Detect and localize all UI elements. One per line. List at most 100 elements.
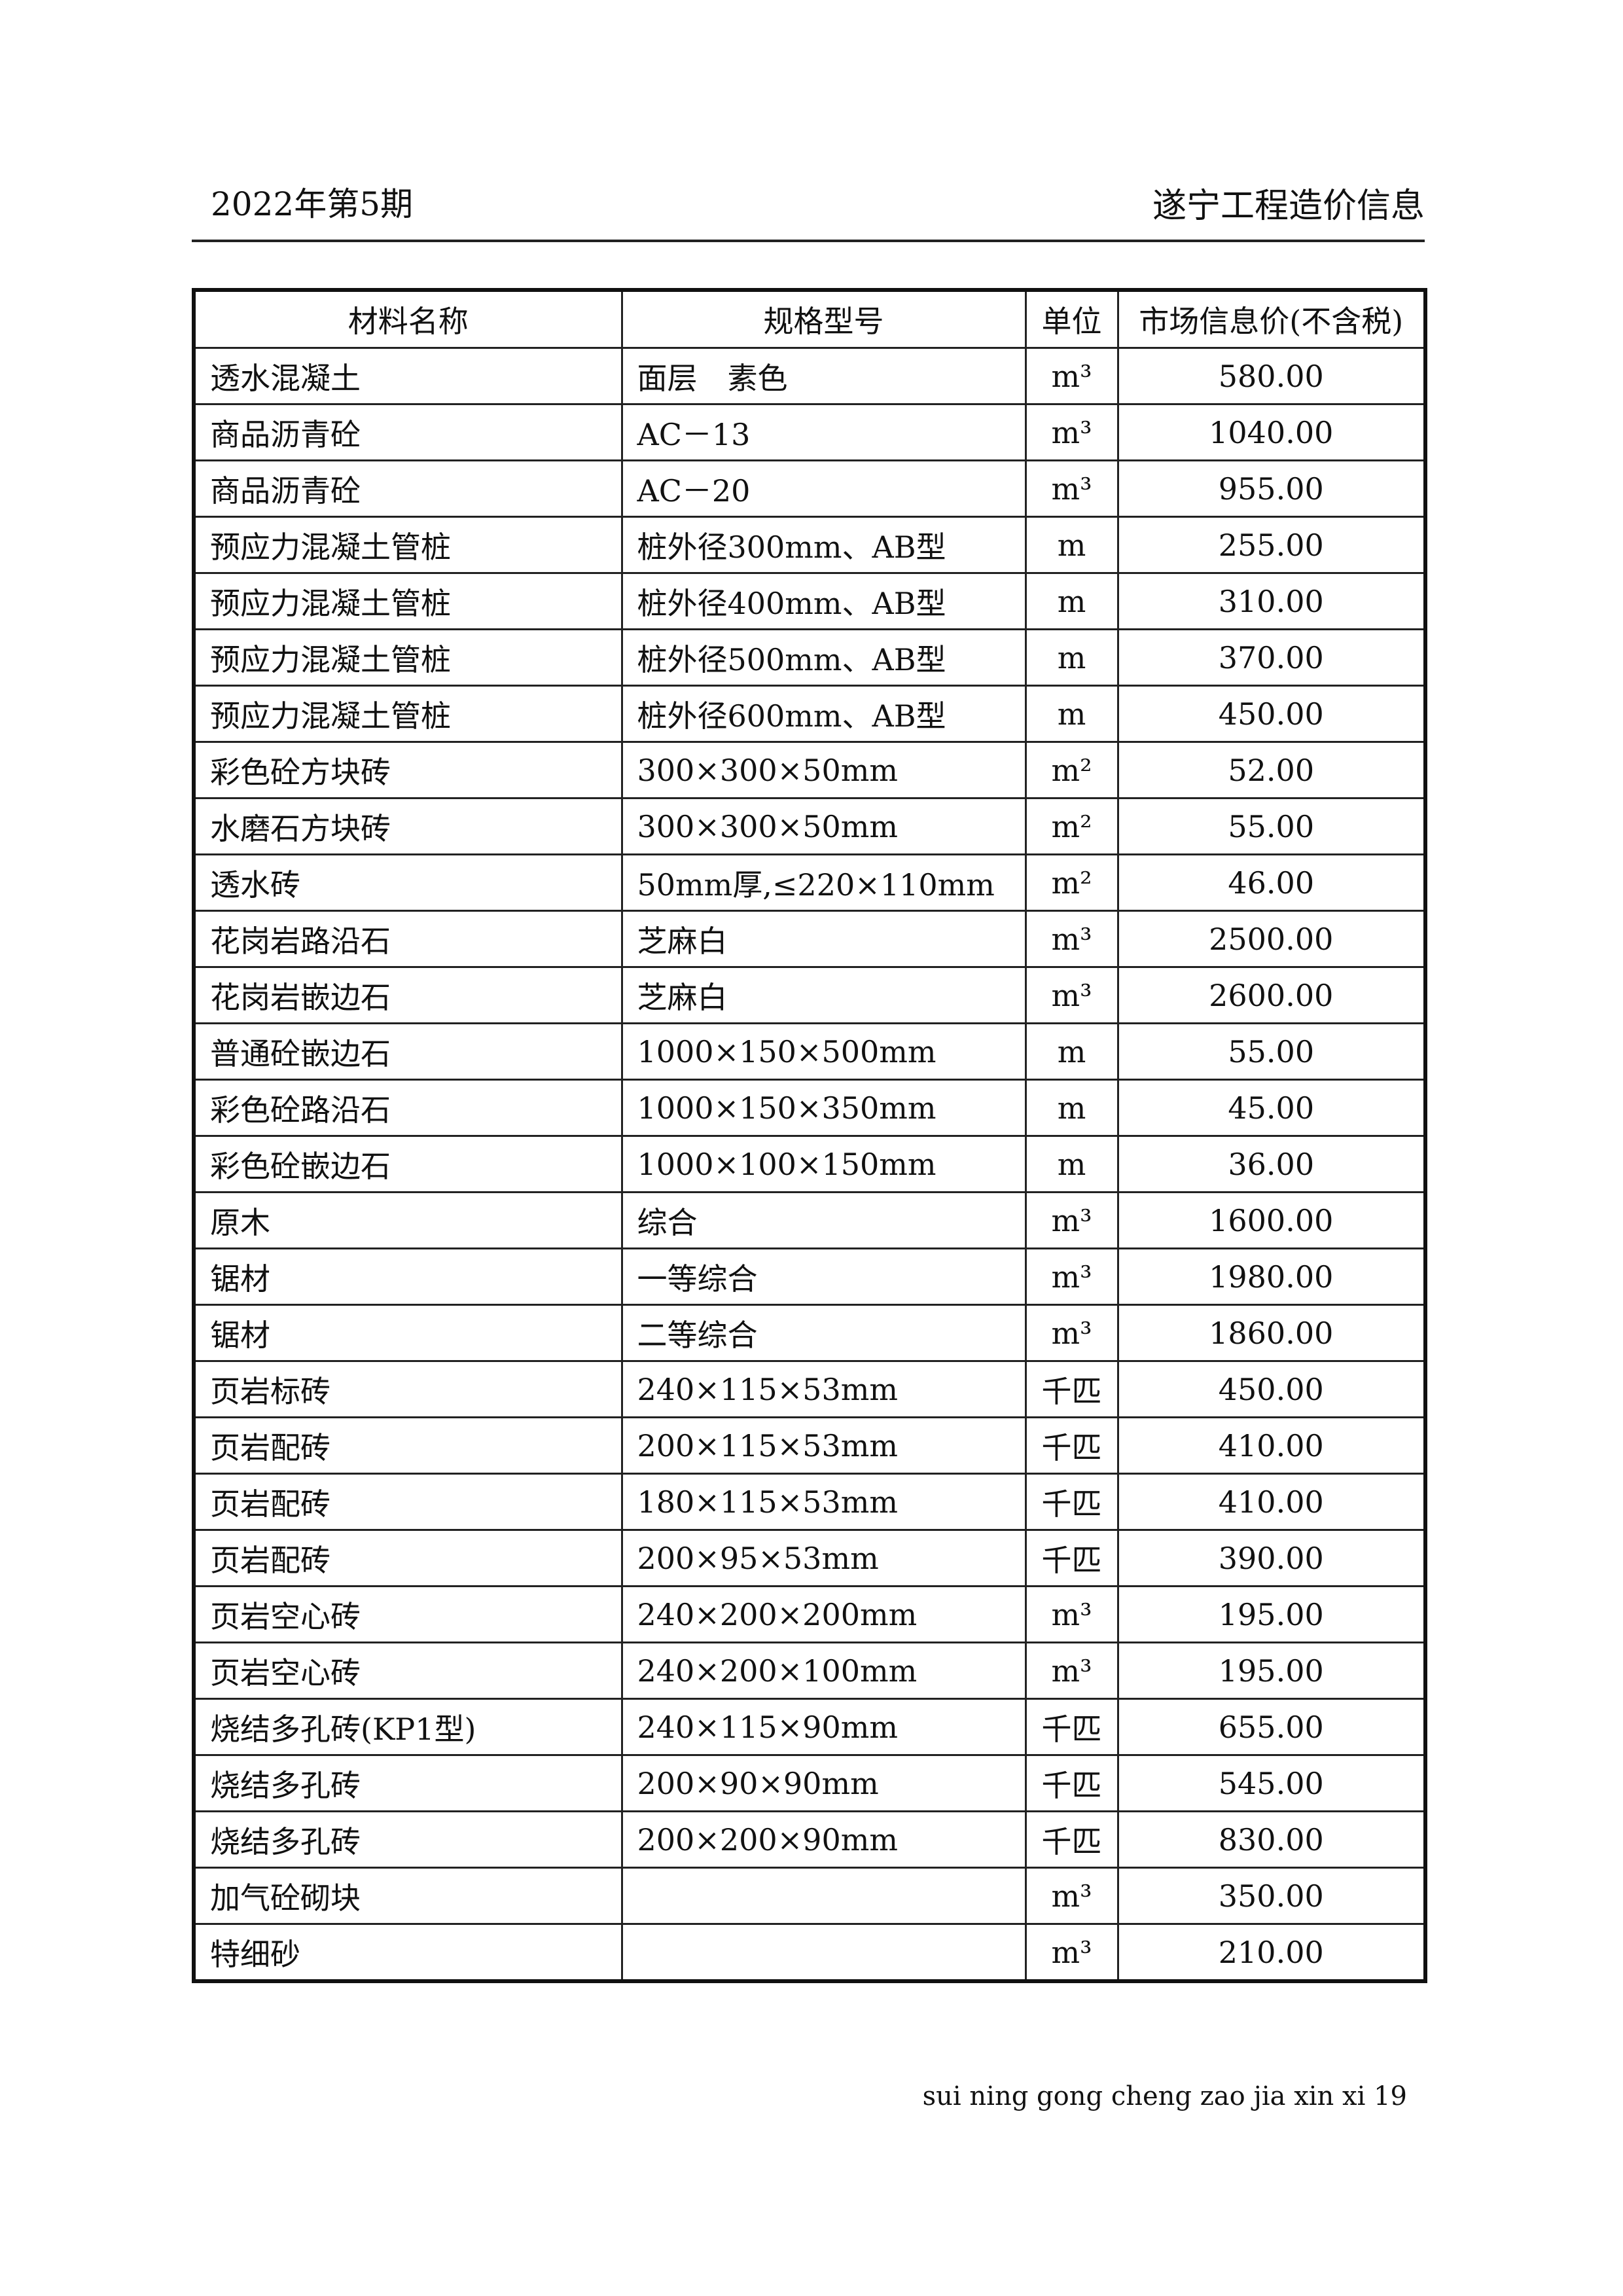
cell-price: 55.00: [1116, 797, 1427, 855]
cell-spec: 200×95×53mm: [620, 1529, 1027, 1587]
issue-label: 2022年第5期: [211, 185, 414, 223]
cell-price: 255.00: [1116, 516, 1427, 574]
cell-price: 195.00: [1116, 1641, 1427, 1700]
table-row: 原木 综合 m³ 1600.00: [192, 1191, 1427, 1249]
table-row: 锯材 一等综合 m³ 1980.00: [192, 1247, 1427, 1306]
publication-title: 遂宁工程造价信息: [1152, 187, 1425, 226]
cell-name: 加气砼砌块: [192, 1867, 623, 1925]
cell-spec: [620, 1923, 1027, 1982]
cell-price: 350.00: [1116, 1867, 1427, 1925]
cell-spec: 桩外径500mm、AB型: [620, 628, 1027, 687]
cell-price: 955.00: [1116, 459, 1427, 518]
cell-name: 页岩空心砖: [192, 1585, 623, 1643]
cell-name: 烧结多孔砖: [192, 1754, 623, 1812]
cell-unit: 千匹: [1024, 1698, 1119, 1756]
table-row: 烧结多孔砖(KP1型) 240×115×90mm 千匹 655.00: [192, 1698, 1427, 1756]
cell-price: 830.00: [1116, 1810, 1427, 1869]
cell-spec: 芝麻白: [620, 910, 1027, 968]
cell-unit: m: [1024, 1022, 1119, 1081]
cell-spec: 200×115×53mm: [620, 1416, 1027, 1475]
cell-spec: 综合: [620, 1191, 1027, 1249]
cell-name: 水磨石方块砖: [192, 797, 623, 855]
table-row: 花岗岩路沿石 芝麻白 m³ 2500.00: [192, 910, 1427, 968]
table-row: 商品沥青砼 AC－20 m³ 955.00: [192, 459, 1427, 518]
table-row: 彩色砼路沿石 1000×150×350mm m 45.00: [192, 1079, 1427, 1137]
table-row: 锯材 二等综合 m³ 1860.00: [192, 1304, 1427, 1362]
cell-price: 370.00: [1116, 628, 1427, 687]
cell-spec: 240×200×100mm: [620, 1641, 1027, 1700]
table-row: 页岩配砖 200×115×53mm 千匹 410.00: [192, 1416, 1427, 1475]
cell-name: 预应力混凝土管桩: [192, 572, 623, 630]
cell-unit: m: [1024, 1079, 1119, 1137]
cell-unit: m²: [1024, 797, 1119, 855]
cell-spec: 200×200×90mm: [620, 1810, 1027, 1869]
cell-price: 450.00: [1116, 1360, 1427, 1418]
cell-spec: 桩外径600mm、AB型: [620, 685, 1027, 743]
cell-spec: 50mm厚,≤220×110mm: [620, 853, 1027, 912]
cell-spec: 200×90×90mm: [620, 1754, 1027, 1812]
cell-unit: m³: [1024, 1641, 1119, 1700]
cell-price: 46.00: [1116, 853, 1427, 912]
cell-unit: m³: [1024, 1247, 1119, 1306]
table-row: 透水砖 50mm厚,≤220×110mm m² 46.00: [192, 853, 1427, 912]
cell-name: 页岩标砖: [192, 1360, 623, 1418]
cell-price: 310.00: [1116, 572, 1427, 630]
cell-unit: m³: [1024, 347, 1119, 405]
cell-unit: 千匹: [1024, 1473, 1119, 1531]
cell-unit: m³: [1024, 1585, 1119, 1643]
cell-price: 1600.00: [1116, 1191, 1427, 1249]
cell-price: 410.00: [1116, 1473, 1427, 1531]
cell-unit: m³: [1024, 1304, 1119, 1362]
table-row: 特细砂 m³ 210.00: [192, 1923, 1427, 1982]
cell-price: 450.00: [1116, 685, 1427, 743]
cell-price: 210.00: [1116, 1923, 1427, 1982]
cell-spec: 1000×100×150mm: [620, 1135, 1027, 1193]
table-row: 透水混凝土 面层 素色 m³ 580.00: [192, 347, 1427, 405]
cell-spec: 300×300×50mm: [620, 797, 1027, 855]
cell-name: 彩色砼路沿石: [192, 1079, 623, 1137]
cell-name: 花岗岩嵌边石: [192, 966, 623, 1024]
cell-name: 透水砖: [192, 853, 623, 912]
table-row: 烧结多孔砖 200×200×90mm 千匹 830.00: [192, 1810, 1427, 1869]
cell-unit: m: [1024, 516, 1119, 574]
table-row: 预应力混凝土管桩 桩外径500mm、AB型 m 370.00: [192, 628, 1427, 687]
cell-name: 预应力混凝土管桩: [192, 685, 623, 743]
cell-spec: 二等综合: [620, 1304, 1027, 1362]
cell-name: 原木: [192, 1191, 623, 1249]
cell-spec: 240×115×53mm: [620, 1360, 1027, 1418]
cell-unit: 千匹: [1024, 1416, 1119, 1475]
cell-unit: m: [1024, 685, 1119, 743]
cell-name: 锯材: [192, 1247, 623, 1306]
cell-name: 页岩空心砖: [192, 1641, 623, 1700]
cell-unit: m³: [1024, 1923, 1119, 1982]
cell-name: 特细砂: [192, 1923, 623, 1982]
cell-price: 36.00: [1116, 1135, 1427, 1193]
cell-unit: m³: [1024, 1191, 1119, 1249]
cell-unit: 千匹: [1024, 1754, 1119, 1812]
cell-price: 1040.00: [1116, 403, 1427, 461]
cell-spec: AC－20: [620, 459, 1027, 518]
cell-price: 1980.00: [1116, 1247, 1427, 1306]
table-row: 加气砼砌块 m³ 350.00: [192, 1867, 1427, 1925]
cell-spec: 芝麻白: [620, 966, 1027, 1024]
page-footer: sui ning gong cheng zao jia xin xi 19: [922, 2081, 1407, 2111]
cell-spec: 面层 素色: [620, 347, 1027, 405]
cell-price: 45.00: [1116, 1079, 1427, 1137]
table-row: 页岩标砖 240×115×53mm 千匹 450.00: [192, 1360, 1427, 1418]
cell-name: 预应力混凝土管桩: [192, 628, 623, 687]
cell-price: 390.00: [1116, 1529, 1427, 1587]
cell-price: 1860.00: [1116, 1304, 1427, 1362]
cell-unit: 千匹: [1024, 1529, 1119, 1587]
header-rule: [192, 240, 1425, 242]
table-row: 页岩配砖 180×115×53mm 千匹 410.00: [192, 1473, 1427, 1531]
price-table: 材料名称 规格型号 单位 市场信息价(不含税) 透水混凝土 面层 素色 m³ 580.…: [192, 288, 1427, 1983]
table-row: 页岩空心砖 240×200×100mm m³ 195.00: [192, 1641, 1427, 1700]
cell-unit: m: [1024, 628, 1119, 687]
cell-spec: 300×300×50mm: [620, 741, 1027, 799]
cell-name: 页岩配砖: [192, 1529, 623, 1587]
table-row: 页岩配砖 200×95×53mm 千匹 390.00: [192, 1529, 1427, 1587]
cell-spec: 240×200×200mm: [620, 1585, 1027, 1643]
cell-name: 烧结多孔砖(KP1型): [192, 1698, 623, 1756]
cell-name: 页岩配砖: [192, 1473, 623, 1531]
cell-name: 彩色砼方块砖: [192, 741, 623, 799]
